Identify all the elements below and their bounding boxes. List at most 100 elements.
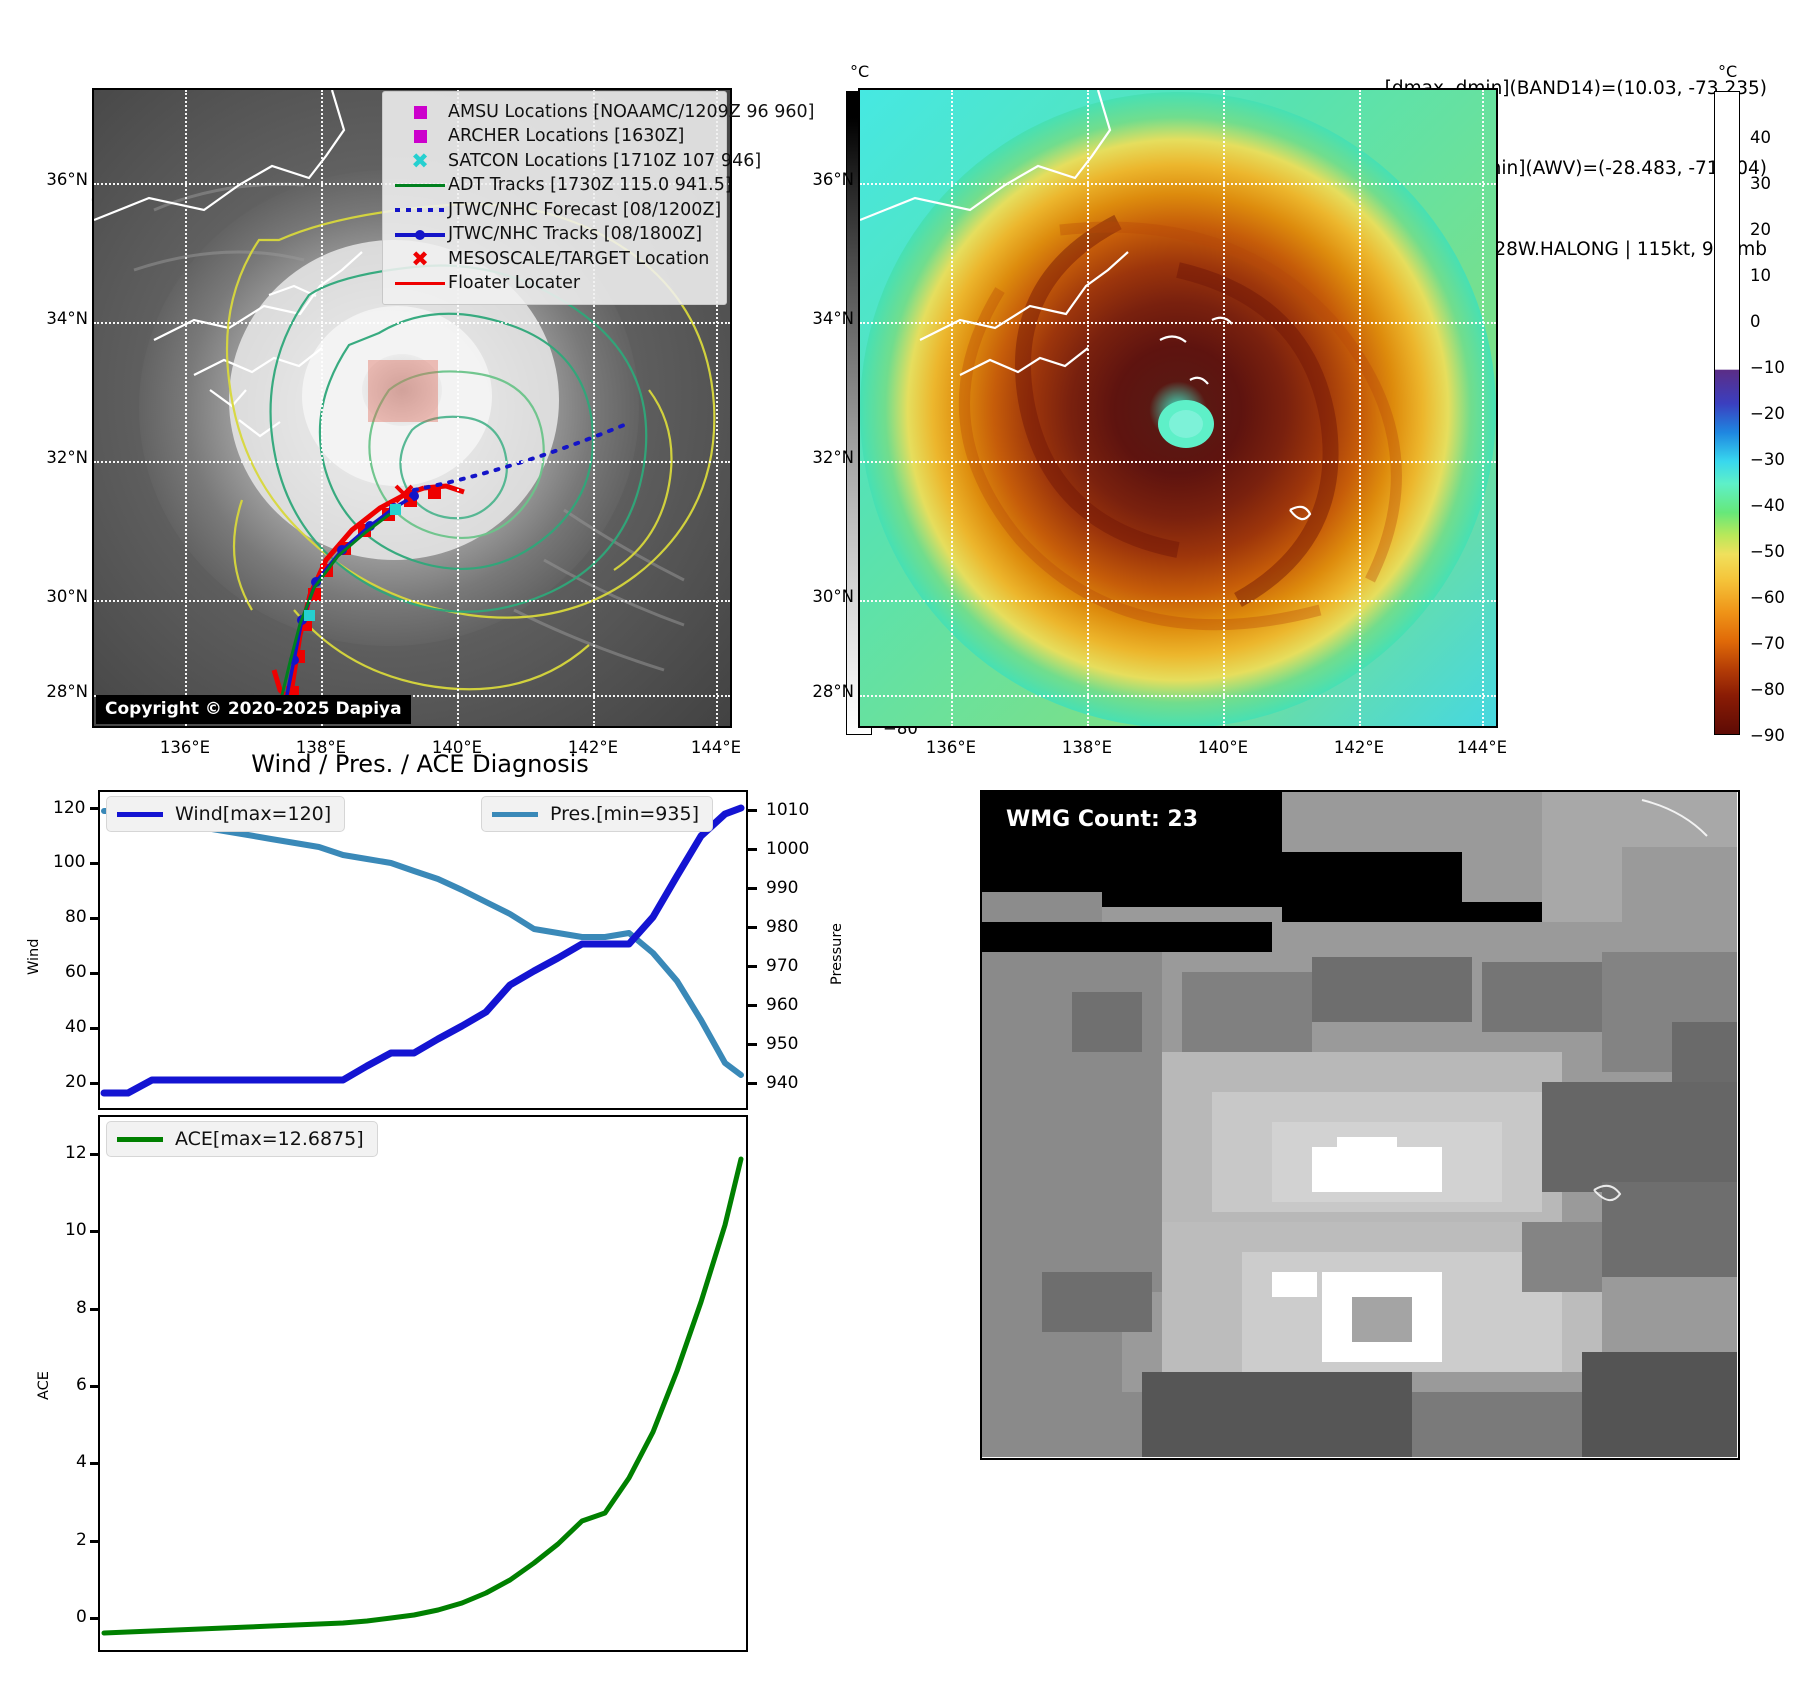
tick	[90, 862, 99, 865]
awv-cbtick-0: 0	[1750, 312, 1761, 331]
blue-marker-line-icon	[392, 229, 448, 240]
legend-label-amsu: AMSU Locations [NOAAMC/1209Z 96 960]	[448, 101, 815, 122]
legend-item-forecast[interactable]: JTWC/NHC Forecast [08/1200Z]	[392, 198, 721, 223]
wmg-panel[interactable]: WMG Count: 23	[980, 790, 1740, 1460]
ace-ytick-4: 4	[76, 1452, 87, 1472]
cyan-x-icon: ✖	[411, 148, 429, 173]
magenta-square-icon	[392, 130, 448, 144]
tick	[748, 809, 757, 812]
map-right-xtick-144e: 144°E	[1456, 738, 1508, 757]
map-right-xtick-138e: 138°E	[1061, 738, 1113, 757]
satcon-locations	[304, 504, 401, 621]
map-left-ytick-34n: 34°N	[46, 309, 88, 328]
wind-pressure-axes[interactable]	[98, 790, 748, 1110]
awv-cbtick-m20: −20	[1750, 404, 1785, 423]
legend-item-satcon[interactable]: ✖ SATCON Locations [1710Z 107 946]	[392, 148, 761, 174]
map-left-xtick-136e: 136°E	[159, 738, 211, 757]
tick	[748, 965, 757, 968]
wind-pressure-plot[interactable]: 120 100 80 60 40 20 Wind 1010 1000 990 9…	[26, 790, 848, 1120]
tick	[90, 807, 99, 810]
wind-ytick-60: 60	[65, 962, 87, 982]
ace-axis-label: ACE	[36, 1371, 52, 1400]
legend-label-mesoscale: MESOSCALE/TARGET Location	[448, 248, 710, 269]
pressure-legend[interactable]: Pres.[min=935]	[481, 796, 713, 832]
band14-map-image[interactable]	[92, 88, 732, 728]
jtwc-forecast-track	[412, 423, 626, 492]
tick	[748, 848, 757, 851]
target-area-box	[368, 360, 438, 422]
wind-legend[interactable]: Wind[max=120]	[106, 796, 346, 832]
tick	[90, 917, 99, 920]
awv-cbtick-10: 10	[1750, 266, 1771, 285]
map-right-xtick-142e: 142°E	[1333, 738, 1385, 757]
awv-cbtick-m50: −50	[1750, 542, 1785, 561]
tick	[90, 1308, 99, 1311]
awv-cbtick-m60: −60	[1750, 588, 1785, 607]
wind-ytick-20: 20	[65, 1072, 87, 1092]
wmg-image-frame[interactable]	[980, 790, 1740, 1460]
awv-cbtick-m90: −90	[1750, 726, 1785, 745]
pres-ytick-970: 970	[766, 956, 799, 976]
coastline	[860, 90, 1312, 521]
coastline	[1593, 799, 1708, 1201]
awv-cbtick-40: 40	[1750, 128, 1771, 147]
ace-legend-swatch	[117, 1136, 163, 1142]
tick	[90, 1230, 99, 1233]
ace-ytick-6: 6	[76, 1375, 87, 1395]
map-right-ytick-28n: 28°N	[812, 682, 854, 701]
pres-ytick-1000: 1000	[766, 839, 810, 859]
map-left-ytick-30n: 30°N	[46, 587, 88, 606]
adt-track	[276, 512, 391, 713]
magenta-square-icon	[392, 105, 448, 119]
ace-plot[interactable]: 12 10 8 6 4 2 0 ACE ACE[max=12.6875]	[36, 1115, 848, 1660]
tick	[748, 1004, 757, 1007]
tick	[90, 1153, 99, 1156]
wind-ytick-100: 100	[53, 852, 86, 872]
tick	[748, 887, 757, 890]
legend-item-floater[interactable]: Floater Locater	[392, 272, 715, 297]
awv-map-image[interactable]	[858, 88, 1498, 728]
map-left-xtick-144e: 144°E	[690, 738, 742, 757]
tick	[748, 1043, 757, 1046]
awv-cbtick-m30: −30	[1750, 450, 1785, 469]
map-right-ytick-34n: 34°N	[812, 309, 854, 328]
legend-label-jtwc-tracks: JTWC/NHC Tracks [08/1800Z]	[448, 224, 703, 244]
legend-item-archer[interactable]: ARCHER Locations [1630Z]	[392, 125, 715, 150]
legend-item-jtwc-tracks[interactable]: JTWC/NHC Tracks [08/1800Z]	[392, 223, 715, 248]
awv-colorbar[interactable]: °C 40 30 20 10 0 −10 −20 −30 −40 −50 −60…	[1700, 62, 1797, 745]
awv-map-panel[interactable]: 36°N 34°N 32°N 30°N 28°N 136°E 138°E 140…	[812, 88, 1507, 757]
band14-colorbar-unit: °C	[850, 62, 870, 81]
pressure-legend-swatch	[492, 811, 538, 817]
awv-cbtick-30: 30	[1750, 174, 1771, 193]
map-left-xtick-140e: 140°E	[431, 738, 483, 757]
awv-cbtick-m10: −10	[1750, 358, 1785, 377]
ace-ytick-2: 2	[76, 1530, 87, 1550]
map-left-ytick-32n: 32°N	[46, 448, 88, 467]
awv-cbtick-m80: −80	[1750, 680, 1785, 699]
map-left-ytick-36n: 36°N	[46, 170, 88, 189]
wind-legend-swatch	[117, 811, 163, 817]
wind-axis-label: Wind	[26, 938, 42, 975]
tick	[90, 972, 99, 975]
ace-legend[interactable]: ACE[max=12.6875]	[106, 1121, 378, 1157]
tick	[90, 1462, 99, 1465]
wind-ytick-120: 120	[53, 798, 86, 818]
legend-item-mesoscale[interactable]: ✖ MESOSCALE/TARGET Location	[392, 247, 715, 272]
ace-axes[interactable]	[98, 1115, 748, 1652]
ace-ytick-8: 8	[76, 1298, 87, 1318]
band14-map-panel[interactable]: AMSU Locations [NOAAMC/1209Z 96 960] ARC…	[46, 88, 814, 757]
legend-item-adt[interactable]: ADT Tracks [1730Z 115.0 941.5]	[392, 174, 732, 199]
tick	[90, 1027, 99, 1030]
pressure-axis-label: Pressure	[829, 923, 845, 985]
wind-legend-label: Wind[max=120]	[175, 803, 332, 825]
legend-item-amsu[interactable]: AMSU Locations [NOAAMC/1209Z 96 960]	[392, 100, 814, 125]
map-left-xtick-142e: 142°E	[567, 738, 619, 757]
map-right-ytick-32n: 32°N	[812, 448, 854, 467]
annot-band14: [dmax, dmin](BAND14)=(10.03, -73.235)	[1384, 77, 1767, 99]
tick	[90, 1540, 99, 1543]
band14-map-legend[interactable]: AMSU Locations [NOAAMC/1209Z 96 960] ARC…	[382, 91, 814, 305]
map-right-ytick-36n: 36°N	[812, 170, 854, 189]
pressure-legend-label: Pres.[min=935]	[550, 803, 699, 825]
green-line-icon	[392, 184, 448, 188]
pressure-line	[101, 808, 744, 1078]
